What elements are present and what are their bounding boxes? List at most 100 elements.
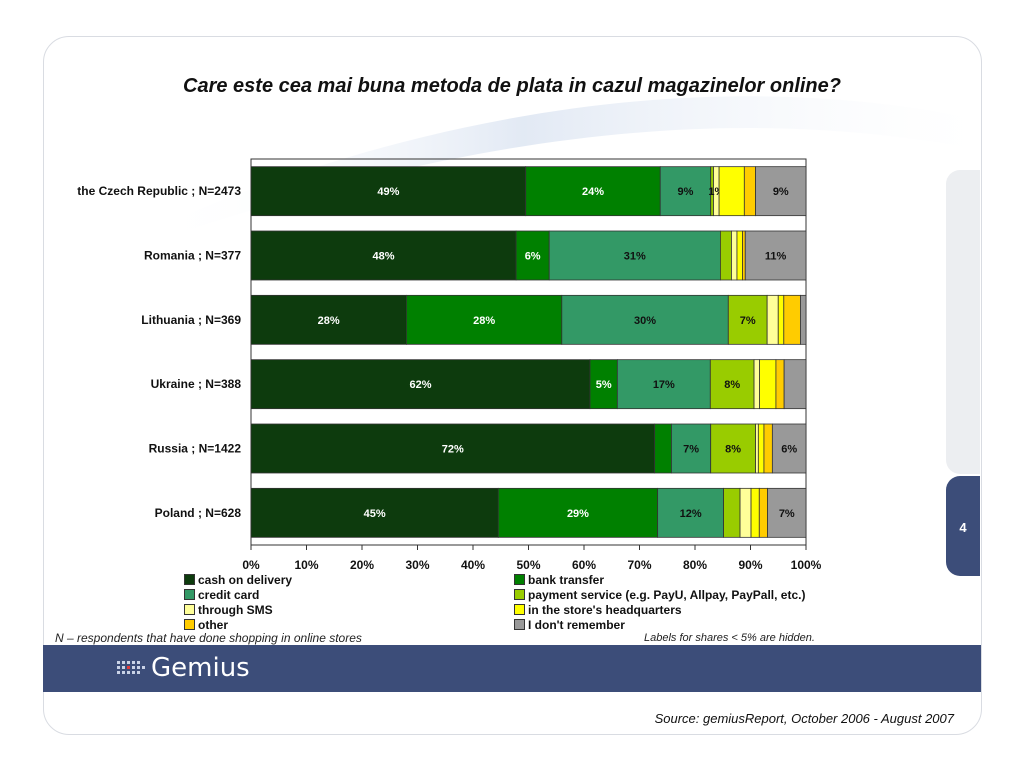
- x-tick-label: 0%: [242, 558, 260, 572]
- bar-segment: [771, 423, 807, 474]
- legend-item: cash on delivery: [184, 573, 292, 588]
- legend-label: I don't remember: [528, 618, 625, 632]
- legend-label: credit card: [198, 588, 260, 602]
- legend-item: bank transfer: [514, 573, 604, 588]
- bar-segment: [755, 423, 759, 474]
- bar-segment: [718, 166, 745, 217]
- bar-segment: [775, 359, 785, 410]
- bar-segment: [710, 423, 756, 474]
- data-label: 24%: [582, 186, 604, 198]
- category-label: Romania ; N=377: [144, 249, 241, 263]
- data-label: 7%: [683, 444, 699, 456]
- data-label: 8%: [725, 444, 741, 456]
- legend-label: through SMS: [198, 603, 273, 617]
- page-number-tab: 4: [946, 476, 980, 576]
- bar-segment: [736, 230, 743, 281]
- data-label: 6%: [781, 444, 797, 456]
- category-label: the Czech Republic ; N=2473: [77, 184, 241, 198]
- bar-segment: [759, 359, 777, 410]
- bar-segment: [720, 230, 732, 281]
- legend-swatch: [514, 619, 525, 630]
- stacked-bar-chart: the Czech Republic ; N=2473 49% 24% 9% 1% 9%R…: [77, 158, 822, 572]
- bar-segment: [709, 359, 755, 410]
- data-label: 9%: [773, 186, 789, 198]
- bar-segment: [723, 487, 741, 538]
- legend-item: in the store's headquarters: [514, 603, 682, 618]
- data-label: 28%: [318, 315, 340, 327]
- x-tick-label: 90%: [738, 558, 762, 572]
- bar-segment: [659, 166, 712, 217]
- plot-area: [250, 158, 807, 546]
- bar-segment: [758, 487, 768, 538]
- bar-segment: [783, 359, 807, 410]
- bar-segment: [755, 166, 807, 217]
- data-label: 7%: [779, 508, 795, 520]
- legend-item: I don't remember: [514, 618, 625, 633]
- x-tick-label: 80%: [683, 558, 707, 572]
- legend-swatch: [184, 604, 195, 615]
- bar-segment: [561, 294, 729, 345]
- data-label: 5%: [596, 379, 612, 391]
- data-label: 72%: [442, 444, 464, 456]
- legend-item: through SMS: [184, 603, 273, 618]
- legend-label: other: [198, 618, 228, 632]
- bar-segment: [743, 166, 756, 217]
- gemius-logo-mark-icon: [117, 661, 145, 674]
- page-number: 4: [959, 520, 967, 535]
- legend-item: credit card: [184, 588, 259, 603]
- bar-segment: [744, 230, 807, 281]
- bar-segment: [757, 423, 765, 474]
- bar-segment: [753, 359, 760, 410]
- bar-segment: [250, 166, 527, 217]
- data-label: 6%: [525, 251, 541, 263]
- category-label: Lithuania ; N=369: [141, 313, 241, 327]
- slide-title: Care este cea mai buna metoda de plata i…: [183, 75, 841, 97]
- bar-segment: [654, 423, 672, 474]
- bar-segment: [589, 359, 618, 410]
- x-tick-label: 50%: [516, 558, 540, 572]
- bar-segment: [739, 487, 752, 538]
- x-tick-label: 10%: [294, 558, 318, 572]
- x-tick-label: 70%: [627, 558, 651, 572]
- bar-segment: [742, 230, 746, 281]
- data-label: 49%: [377, 186, 399, 198]
- category-label: Ukraine ; N=388: [151, 377, 242, 391]
- legend-label: cash on delivery: [198, 573, 293, 587]
- x-tick-label: 60%: [572, 558, 596, 572]
- data-label: 28%: [473, 315, 495, 327]
- data-label: 12%: [680, 508, 702, 520]
- bar-segment: [657, 487, 724, 538]
- category-label: Russia ; N=1422: [149, 442, 242, 456]
- data-label: 11%: [765, 251, 787, 263]
- x-tick-label: 100%: [791, 558, 822, 572]
- data-label: 9%: [678, 186, 694, 198]
- data-label: 62%: [409, 379, 431, 391]
- data-label: 29%: [567, 508, 589, 520]
- bar-segment: [250, 487, 499, 538]
- bar-segment: [750, 487, 760, 538]
- bar-segment: [250, 359, 591, 410]
- data-label: 8%: [724, 379, 740, 391]
- legend-swatch: [514, 574, 525, 585]
- x-tick-label: 40%: [461, 558, 485, 572]
- legend-label: payment service (e.g. PayU, Allpay, PayP…: [528, 588, 806, 602]
- legend-swatch: [184, 574, 195, 585]
- legend-swatch: [514, 604, 525, 615]
- bar-segment: [616, 359, 711, 410]
- data-label: 31%: [624, 251, 646, 263]
- category-label: Poland ; N=628: [155, 506, 242, 520]
- side-tab: [946, 170, 980, 474]
- bar-segment: [405, 294, 563, 345]
- data-label: 45%: [364, 508, 386, 520]
- legend-label: in the store's headquarters: [528, 603, 682, 617]
- bar-segment: [767, 487, 807, 538]
- bar-segment: [250, 423, 656, 474]
- data-label: 17%: [653, 379, 675, 391]
- hidden-labels-note: Labels for shares < 5% are hidden.: [644, 632, 815, 644]
- bar-segment: [727, 294, 768, 345]
- footnote: N – respondents that have done shopping …: [55, 631, 362, 645]
- bar-segment: [497, 487, 659, 538]
- bar-segment: [763, 423, 773, 474]
- x-tick-label: 30%: [405, 558, 429, 572]
- bar-segment: [250, 230, 517, 281]
